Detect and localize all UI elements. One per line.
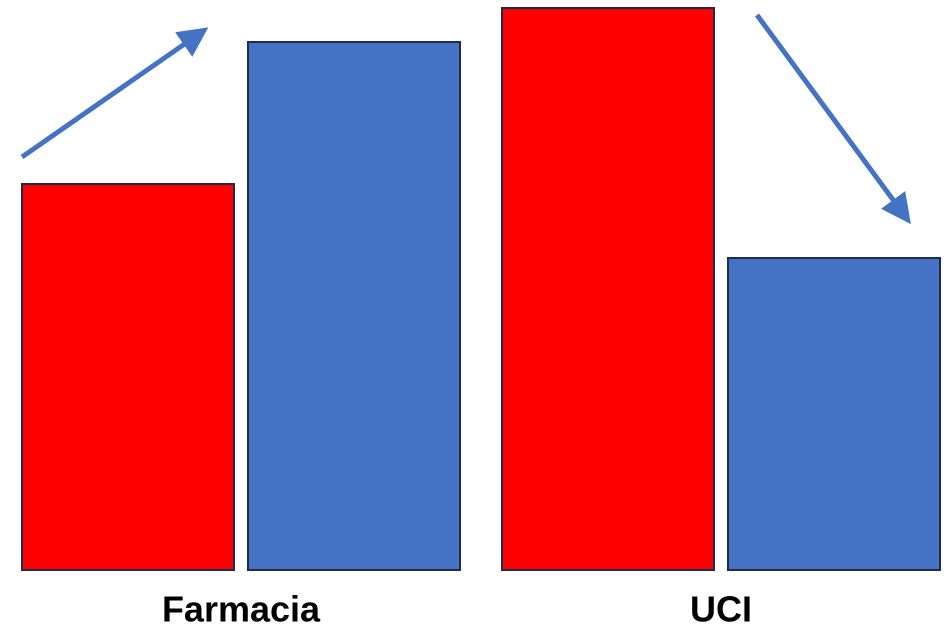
x-tick-label: UCI (690, 589, 752, 630)
x-tick-label: Farmacia (162, 589, 321, 630)
trend-arrow-up (20, 27, 209, 160)
bar (21, 183, 235, 571)
trend-arrow-down (754, 13, 911, 225)
bar (727, 257, 941, 571)
bar (247, 41, 461, 571)
bar (501, 7, 715, 571)
